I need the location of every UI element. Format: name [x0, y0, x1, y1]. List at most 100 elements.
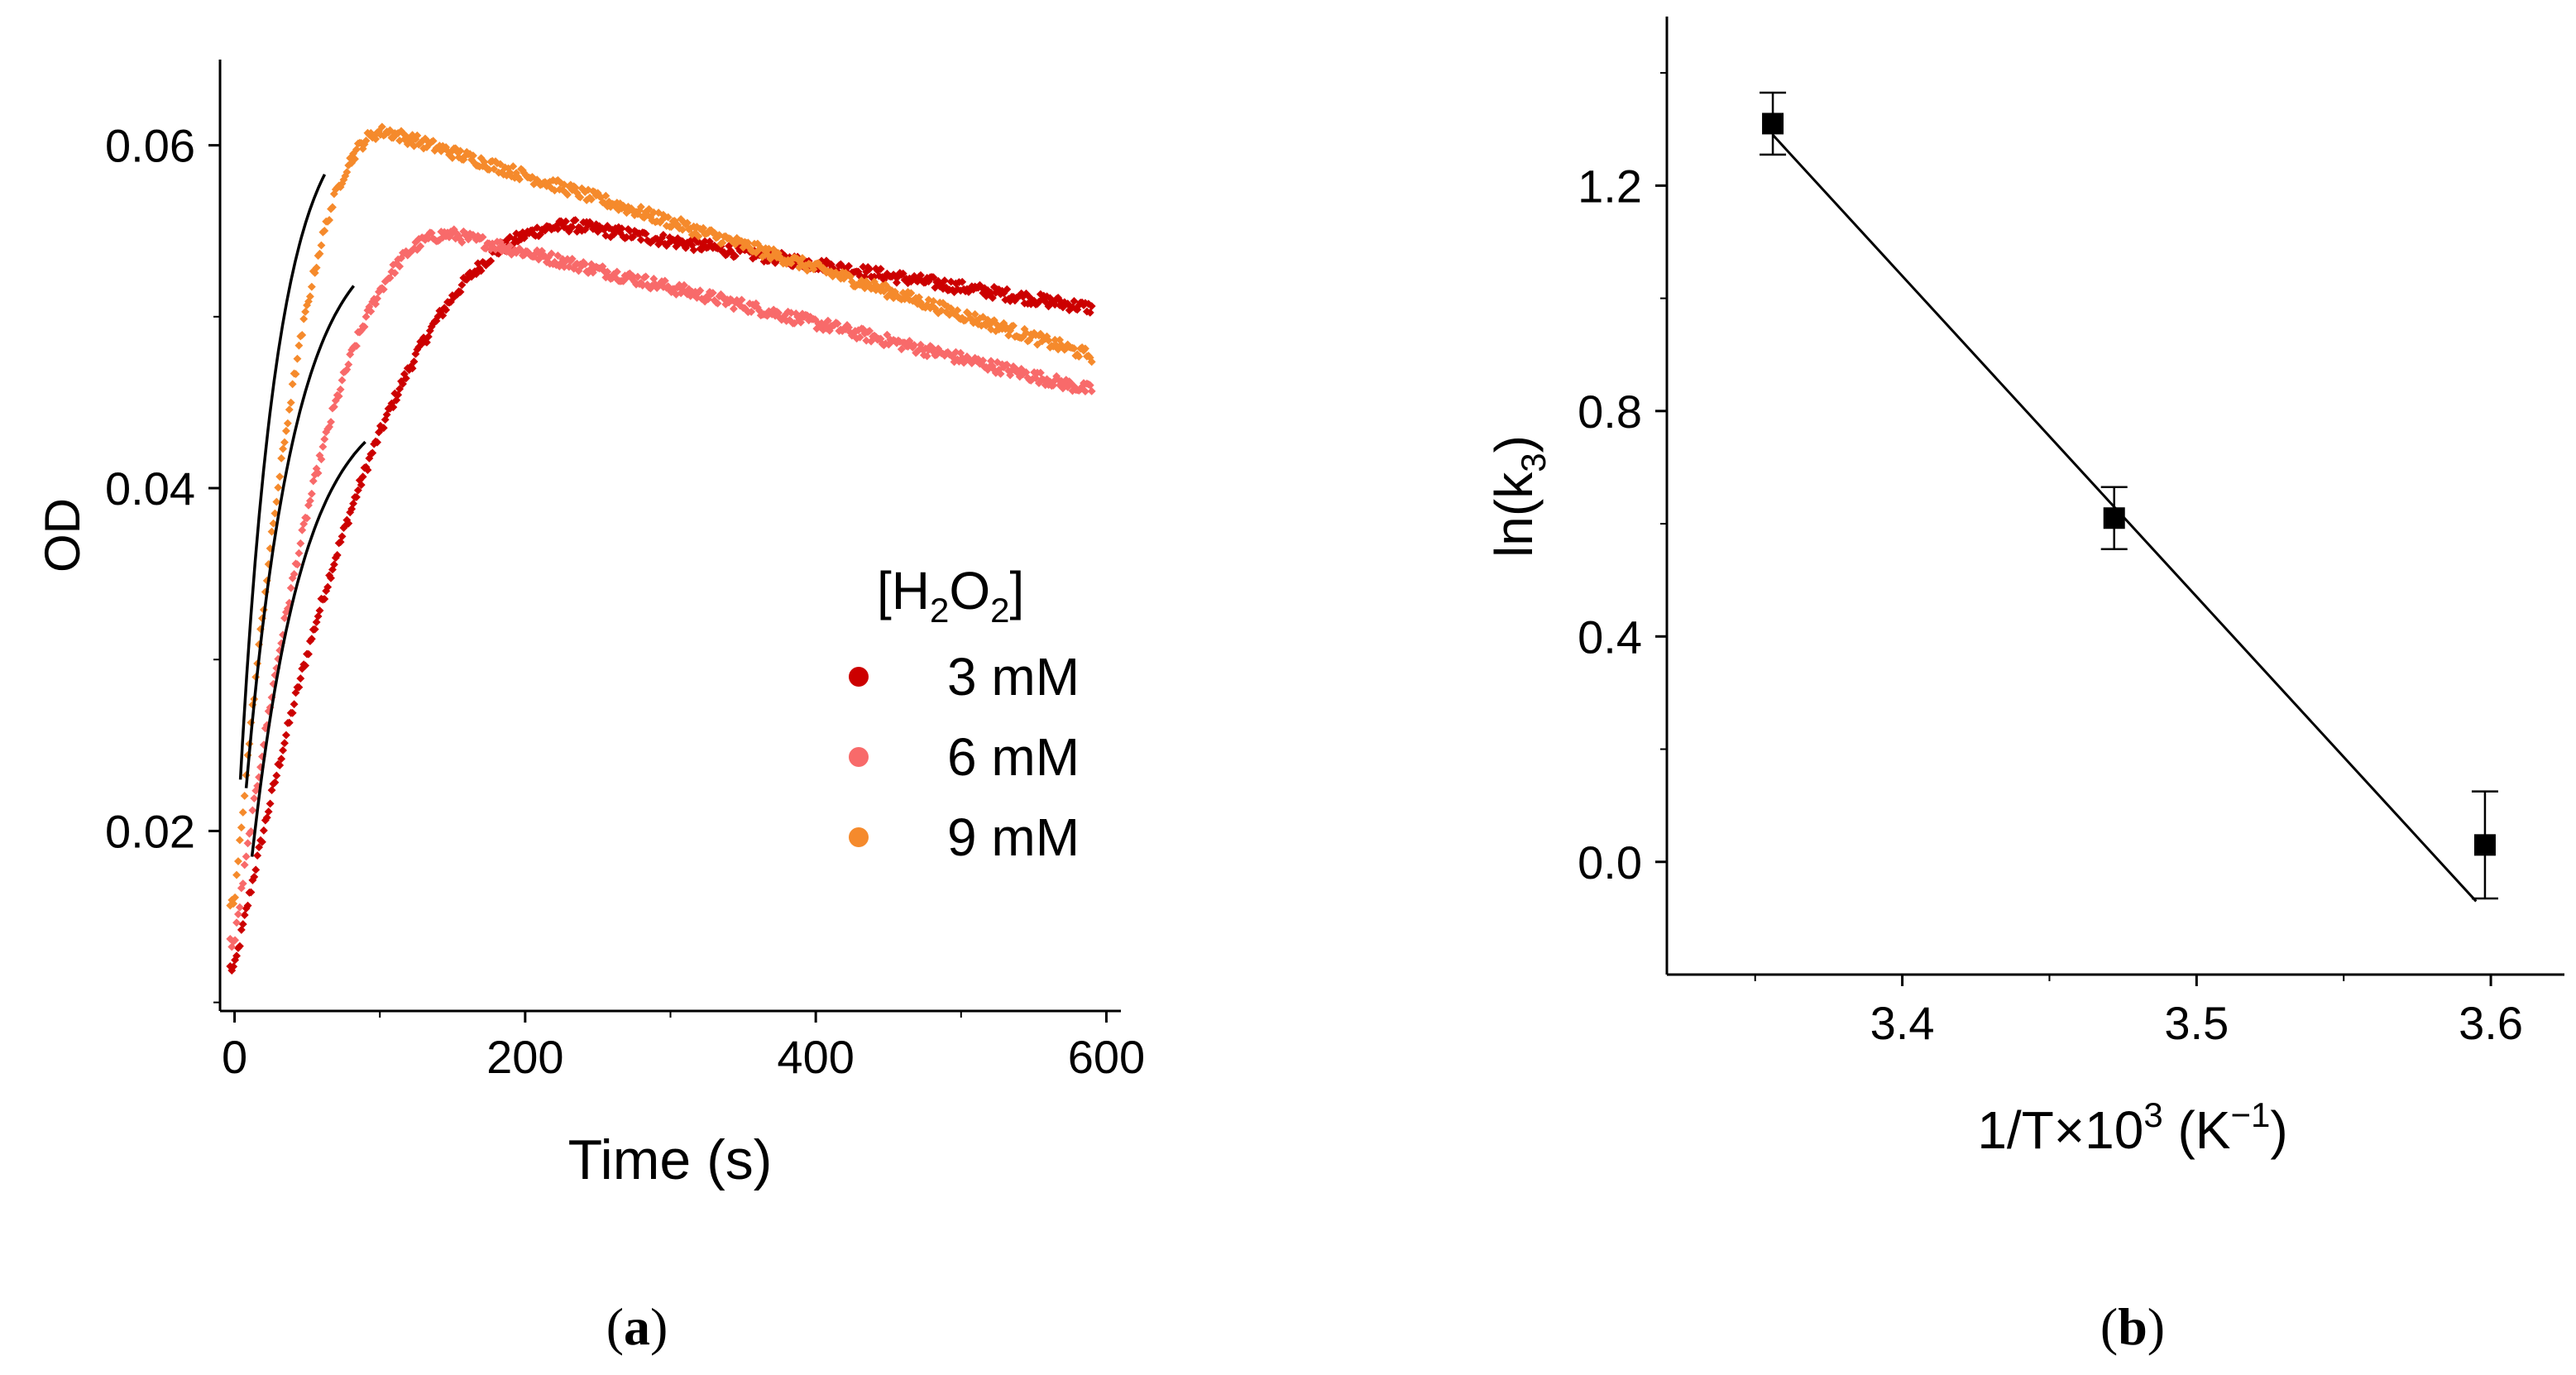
data-point [438, 311, 448, 320]
panel-label-part: ) [2147, 1297, 2165, 1356]
data-point [280, 614, 289, 623]
panel-label-letter: a [624, 1297, 650, 1356]
data-point [658, 230, 668, 239]
legend-title-part: O [949, 561, 990, 620]
fit-curve [238, 174, 327, 780]
data-point [567, 254, 577, 263]
data-point [272, 497, 281, 506]
data-point [696, 286, 705, 295]
data-point [587, 195, 596, 204]
data-point [922, 352, 931, 361]
data-point [1070, 297, 1079, 305]
data-point [320, 227, 329, 235]
data-point [290, 700, 299, 709]
data-point [266, 799, 275, 808]
data-point [893, 278, 901, 287]
data-point [301, 661, 310, 670]
data-point [394, 390, 403, 400]
panel-b-x-axis-label: 1/T×103 (K−1) [1977, 1095, 2287, 1160]
data-point [970, 309, 979, 319]
data-point-marker [2473, 834, 2496, 856]
data-point [320, 595, 329, 604]
panel-label-part: ) [650, 1297, 668, 1356]
data-point [574, 266, 583, 275]
legend-marker-9mm [849, 827, 869, 847]
data-point [764, 244, 773, 253]
data-point [234, 910, 242, 918]
data-point [408, 364, 417, 373]
data-point [351, 155, 359, 164]
data-point [283, 419, 292, 428]
legend-title-part: ] [1010, 561, 1025, 620]
data-point [678, 225, 687, 234]
x-tick-label: 3.5 [2164, 997, 2229, 1049]
data-point [490, 165, 499, 174]
data-point [307, 635, 316, 644]
y-tick-label: 0.4 [1578, 611, 1642, 663]
data-point [940, 276, 949, 285]
data-point [505, 242, 515, 251]
data-point [307, 282, 316, 291]
data-point-marker [1762, 113, 1784, 135]
data-point [1070, 344, 1079, 353]
data-point [485, 165, 494, 174]
x-tick-label: 3.4 [1870, 997, 1935, 1049]
legend-marker-6mm [849, 747, 869, 767]
data-point [641, 272, 650, 281]
data-point [253, 851, 262, 860]
data-point [448, 153, 457, 162]
data-point [1044, 336, 1053, 345]
x-tick-label: 200 [486, 1031, 563, 1083]
legend-marker-3mm [849, 667, 869, 687]
data-point [377, 122, 386, 132]
data-point [344, 519, 353, 528]
data-point [486, 256, 496, 266]
data-point [231, 936, 240, 945]
data-point [294, 549, 304, 558]
y-tick-label: 0.04 [105, 462, 195, 515]
data-point [560, 262, 569, 271]
x-tick-label: 3.6 [2459, 997, 2523, 1049]
data-point [823, 316, 832, 325]
data-point [680, 280, 688, 290]
data-point [456, 146, 465, 156]
legend-label-3mm: 3 mM [947, 647, 1080, 707]
data-point [898, 269, 907, 278]
data-point [988, 294, 997, 303]
data-point [296, 674, 305, 683]
data-point [242, 852, 251, 861]
data-point [299, 314, 309, 323]
panel-a-x-axis-label: Time (s) [568, 1128, 773, 1191]
data-point [634, 272, 642, 281]
x-label-part: 1/T×10 [1977, 1100, 2143, 1160]
data-point [344, 360, 353, 369]
data-point [298, 331, 307, 339]
data-point [979, 356, 988, 365]
panel-a-y-axis-label: OD [35, 498, 90, 573]
data-point [277, 755, 286, 764]
data-point [314, 468, 323, 477]
fit-curve [250, 440, 366, 857]
data-point [737, 295, 746, 304]
data-point [399, 380, 407, 389]
data-point [373, 438, 381, 447]
data-point [612, 267, 621, 276]
data-point [327, 418, 335, 427]
data-point [1051, 335, 1060, 344]
data-point [234, 857, 242, 865]
data-point-marker [2103, 507, 2125, 529]
data-point [267, 786, 276, 795]
data-point [457, 238, 467, 247]
data-point [787, 309, 796, 318]
data-point [385, 273, 395, 282]
data-point [1087, 357, 1096, 367]
data-point [280, 438, 289, 447]
data-point [303, 514, 311, 523]
data-point [876, 265, 885, 273]
data-point [663, 213, 673, 222]
panel-b-ticks: 3.4 3.5 3.6 0.0 0.4 0.8 1.2 [1578, 72, 2523, 1049]
panel-b-label: (b) [2100, 1297, 2165, 1356]
data-point [229, 962, 238, 971]
data-point [229, 899, 238, 908]
